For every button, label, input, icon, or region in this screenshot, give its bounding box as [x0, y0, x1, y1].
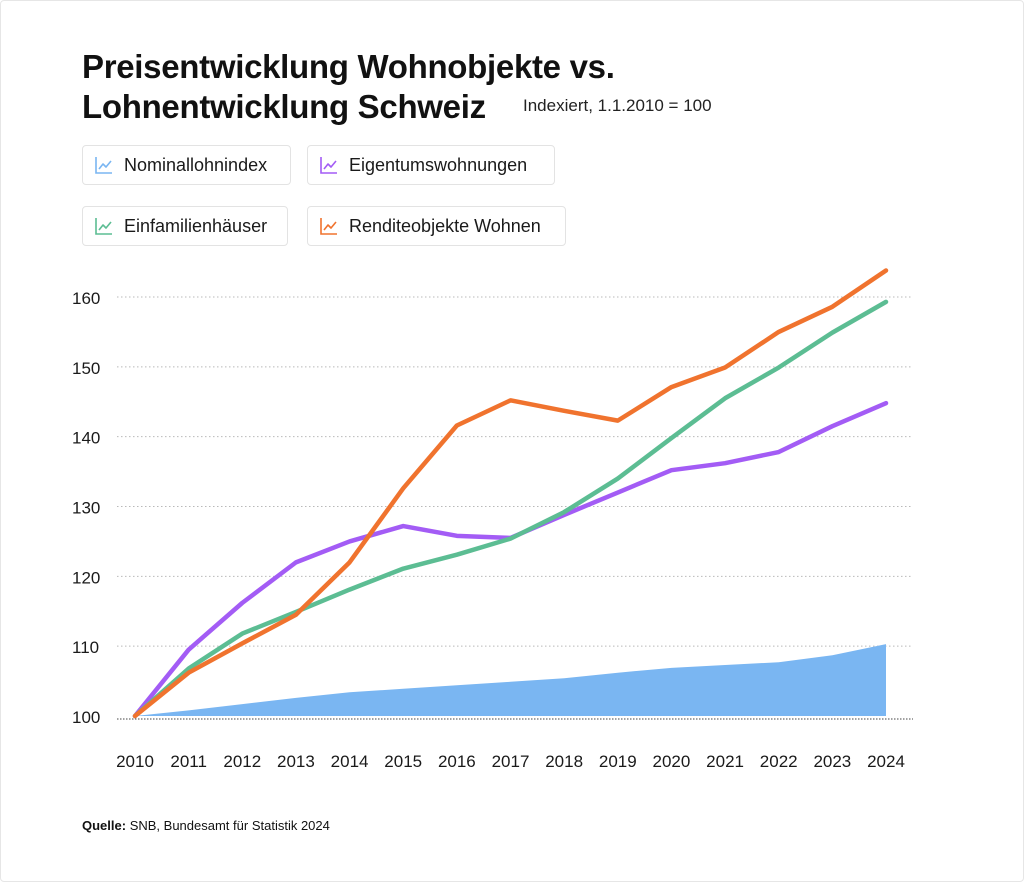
legend-label: Nominallohnindex	[124, 154, 268, 175]
source-label: Quelle:	[82, 818, 127, 833]
x-tick-label: 2019	[599, 752, 637, 771]
x-tick-label: 2017	[492, 752, 530, 771]
legend-label: Eigentumswohnungen	[349, 154, 528, 175]
x-tick-label: 2015	[384, 752, 422, 771]
y-tick-label: 140	[72, 429, 100, 448]
legend-item-einfamilienhaeuser[interactable]: Einfamilienhäuser	[82, 206, 288, 246]
series-line-einfamilienhäuser	[132, 299, 889, 719]
x-tick-label: 2010	[116, 752, 154, 771]
chart-subtitle: Indexiert, 1.1.2010 = 100	[523, 96, 712, 115]
y-tick-label: 130	[72, 499, 100, 518]
y-tick-label: 150	[72, 359, 100, 378]
x-tick-label: 2012	[223, 752, 261, 771]
x-tick-label: 2016	[438, 752, 476, 771]
x-tick-label: 2018	[545, 752, 583, 771]
series-area-nominallohnindex	[135, 644, 886, 716]
x-tick-label: 2024	[867, 752, 905, 771]
source-text: SNB, Bundesamt für Statistik 2024	[129, 818, 330, 833]
y-tick-label: 120	[72, 568, 100, 587]
x-tick-label: 2023	[813, 752, 851, 771]
x-tick-label: 2013	[277, 752, 315, 771]
line-chart-icon	[95, 218, 112, 235]
legend-item-renditeobjekte-wohnen[interactable]: Renditeobjekte Wohnen	[307, 206, 566, 246]
x-tick-label: 2020	[653, 752, 691, 771]
x-tick-label: 2022	[760, 752, 798, 771]
x-tick-label: 2021	[706, 752, 744, 771]
x-tick-label: 2014	[331, 752, 369, 771]
source-note: Quelle: SNB, Bundesamt für Statistik 202…	[82, 818, 330, 833]
legend-label: Renditeobjekte Wohnen	[349, 215, 541, 236]
y-tick-label: 110	[72, 638, 99, 657]
legend-item-eigentumswohnungen[interactable]: Eigentumswohnungen	[307, 145, 555, 185]
y-tick-label: 100	[72, 708, 100, 727]
x-tick-label: 2011	[170, 752, 207, 771]
series-line-renditeobjekte wohnen	[132, 268, 889, 719]
line-chart-icon	[95, 157, 112, 174]
chart-title: Preisentwicklung Wohnobjekte vs. Lohnent…	[82, 47, 615, 127]
y-tick-label: 160	[72, 289, 100, 308]
line-chart-icon	[320, 218, 337, 235]
title-line-2: Lohnentwicklung Schweiz	[82, 88, 486, 125]
legend-label: Einfamilienhäuser	[124, 215, 268, 236]
legend-item-nominallohnindex[interactable]: Nominallohnindex	[82, 145, 291, 185]
line-chart-icon	[320, 157, 337, 174]
title-line-1: Preisentwicklung Wohnobjekte vs.	[82, 48, 615, 85]
